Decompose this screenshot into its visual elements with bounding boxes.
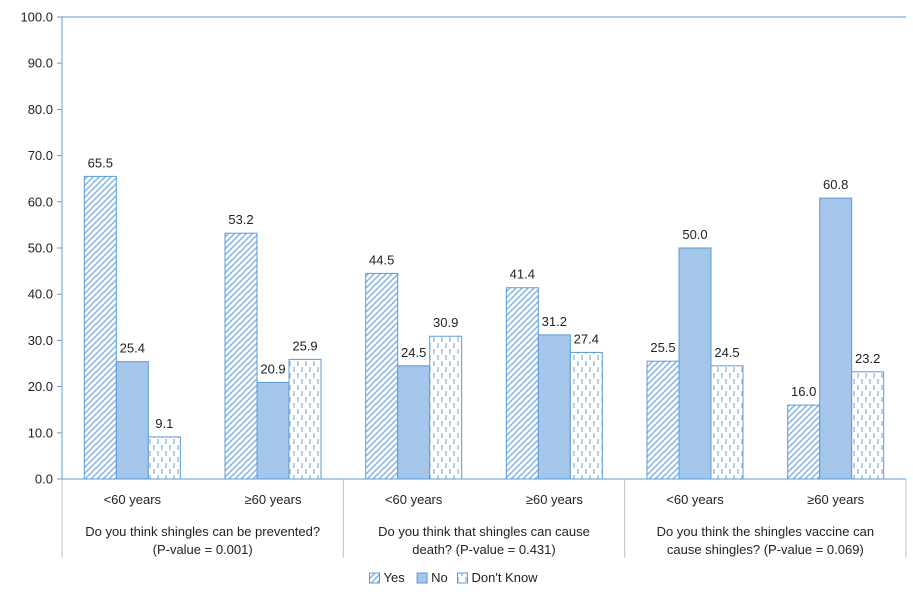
x-category-label: <60 years: [104, 492, 162, 507]
bar-no: [678, 247, 712, 480]
bar-yes: [646, 360, 680, 480]
data-label: 31.2: [542, 314, 567, 329]
bar-yes: [83, 175, 117, 480]
data-label: 24.5: [714, 345, 739, 360]
data-label: 41.4: [510, 267, 535, 282]
x-category-label: ≥60 years: [807, 492, 864, 507]
data-label: 25.4: [120, 341, 145, 356]
x-group-label: Do you think the shingles vaccine can: [657, 524, 875, 539]
data-label: 50.0: [682, 227, 707, 242]
data-label: 27.4: [574, 331, 599, 346]
bar-don-t-know: [851, 371, 885, 480]
y-tick-label: 20.0: [28, 379, 53, 394]
legend-label: Don't Know: [472, 570, 539, 585]
bar-yes: [787, 404, 821, 480]
bar-no: [537, 334, 571, 480]
bar-no: [819, 197, 853, 480]
data-label: 24.5: [401, 345, 426, 360]
x-group-label: cause shingles? (P-value = 0.069): [667, 542, 864, 557]
legend-label: No: [431, 570, 448, 585]
y-tick-label: 60.0: [28, 194, 53, 209]
legend-swatch-no: [416, 572, 428, 584]
bar-don-t-know: [569, 351, 603, 480]
data-label: 16.0: [791, 384, 816, 399]
legend-swatch-don-t-know: [457, 572, 468, 584]
x-group-label: Do you think that shingles can cause: [378, 524, 590, 539]
bar-don-t-know: [147, 436, 181, 480]
legend-swatch-yes: [369, 572, 380, 584]
y-tick-label: 10.0: [28, 425, 53, 440]
x-group-label: Do you think shingles can be prevented?: [85, 524, 320, 539]
data-label: 60.8: [823, 177, 848, 192]
labels-layer: <60 years ≥60 years Do you think shingles …: [85, 155, 880, 557]
axes-layer: 0.0 10.0 20.0 30.0 40.0 50.0 60.0 70.0 80.0 90.0 1…: [20, 10, 907, 558]
bar-don-t-know: [710, 365, 744, 480]
bar-don-t-know: [429, 335, 463, 480]
y-tick-label: 50.0: [28, 241, 53, 256]
x-category-label: ≥60 years: [526, 492, 583, 507]
legend: Yes No Don't Know: [369, 570, 539, 585]
bar-no: [256, 381, 290, 480]
data-label: 25.9: [292, 338, 317, 353]
bar-no: [115, 361, 149, 480]
y-tick-label: 30.0: [28, 333, 53, 348]
bar-yes: [365, 272, 399, 480]
x-group-label: death? (P-value = 0.431): [412, 542, 555, 557]
data-label: 9.1: [155, 416, 173, 431]
data-label: 20.9: [260, 361, 285, 376]
x-category-label: <60 years: [666, 492, 724, 507]
bar-yes: [224, 232, 258, 480]
data-label: 30.9: [433, 315, 458, 330]
x-category-label: <60 years: [385, 492, 443, 507]
x-group-label: (P-value = 0.001): [153, 542, 253, 557]
data-label: 65.5: [88, 155, 113, 170]
data-label: 25.5: [650, 340, 675, 355]
y-tick-label: 40.0: [28, 287, 53, 302]
y-tick-label: 90.0: [28, 56, 53, 71]
bar-don-t-know: [288, 358, 322, 480]
legend-label: Yes: [384, 570, 406, 585]
y-tick-label: 80.0: [28, 102, 53, 117]
bars-layer: [83, 175, 885, 480]
y-tick-label: 100.0: [20, 10, 53, 25]
bar-yes: [505, 287, 539, 480]
data-label: 44.5: [369, 252, 394, 267]
x-category-label: ≥60 years: [245, 492, 302, 507]
data-label: 23.2: [855, 351, 880, 366]
y-tick-label: 70.0: [28, 148, 53, 163]
bar-no: [397, 365, 431, 480]
data-label: 53.2: [228, 212, 253, 227]
y-tick-label: 0.0: [35, 472, 53, 487]
